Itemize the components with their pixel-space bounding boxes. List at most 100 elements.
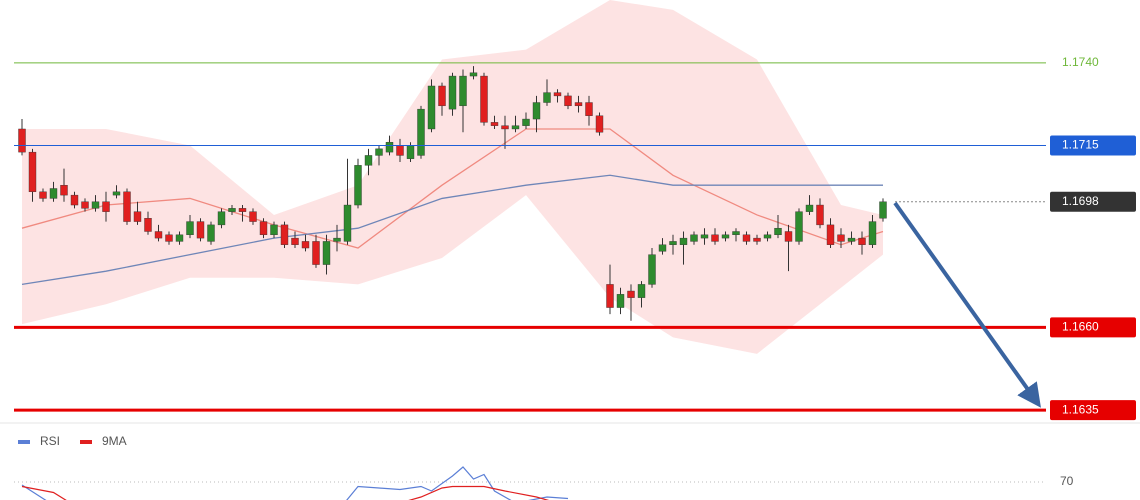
candle-body <box>417 108 425 156</box>
candle-body <box>816 204 824 226</box>
candle-body <box>354 165 362 206</box>
candle-body <box>564 95 572 107</box>
candle-body <box>679 237 688 245</box>
candle-body <box>438 85 446 107</box>
candle-body <box>375 148 383 156</box>
candle-body <box>501 125 509 130</box>
candle-body <box>669 241 677 245</box>
candle-body <box>627 290 635 298</box>
legend-label: RSI <box>40 434 60 448</box>
candle-body <box>784 231 793 242</box>
level-label-box <box>1050 135 1136 156</box>
level-label: 1.1660 <box>1062 320 1099 334</box>
candle-body <box>700 234 709 239</box>
candle-body <box>858 237 866 245</box>
candle-body <box>658 244 667 252</box>
rsi-panel: 70 RSI 9MA <box>14 434 1074 500</box>
candle-body <box>154 231 163 239</box>
candle-body <box>868 221 877 245</box>
candle-body <box>39 191 47 199</box>
candle-body <box>165 234 173 242</box>
rsi-lines <box>21 466 569 500</box>
legend-swatch <box>80 440 92 444</box>
candle-body <box>81 201 89 209</box>
legend-label: 9MA <box>102 434 127 448</box>
moving-average <box>21 174 883 286</box>
candle-body <box>721 234 730 239</box>
candle-body <box>763 234 772 239</box>
candle-body <box>91 201 100 209</box>
candle-body <box>616 294 625 308</box>
candle-body <box>574 102 583 107</box>
candle-body <box>259 221 268 236</box>
forecast-arrow <box>893 201 1041 408</box>
candle-body <box>522 118 530 126</box>
candle-body <box>469 72 478 77</box>
candle-body <box>532 102 541 120</box>
level-label-box <box>1050 317 1136 338</box>
candle-body <box>28 151 37 193</box>
candle-body <box>543 92 551 103</box>
bollinger-band <box>22 0 883 354</box>
level-label: 1.1635 <box>1062 402 1099 416</box>
y-tick-label: 70 <box>1060 474 1074 488</box>
candle-body <box>217 211 226 226</box>
candle-body <box>144 218 152 232</box>
candle-body <box>396 145 404 156</box>
candle-body <box>406 145 415 159</box>
candle-body <box>60 184 68 196</box>
candle-body <box>595 115 604 133</box>
candle-body <box>102 201 110 212</box>
indicator-line <box>21 485 550 500</box>
candle-body <box>186 221 194 236</box>
indicator-line <box>21 466 569 500</box>
candle-body <box>553 92 562 97</box>
candle-body <box>805 204 814 212</box>
candle-body <box>879 201 887 219</box>
candle-body <box>826 224 835 245</box>
candle-body <box>637 284 646 298</box>
candle-body <box>301 241 310 249</box>
candle-body <box>648 254 656 285</box>
candle-body <box>291 237 299 245</box>
candle-body <box>112 191 121 196</box>
candle-body <box>480 75 488 123</box>
candle-body <box>312 241 320 265</box>
candle-body <box>711 234 719 242</box>
candle-body <box>270 224 278 236</box>
candle-body <box>847 237 856 242</box>
candle-body <box>196 221 205 239</box>
candle-body <box>49 188 58 199</box>
candle-body <box>742 234 751 242</box>
candle-body <box>175 234 184 242</box>
candle-body <box>280 224 289 245</box>
candle-body <box>133 211 142 222</box>
candle-body <box>690 234 698 242</box>
level-label: 1.1715 <box>1062 138 1099 152</box>
candle-body <box>249 211 257 222</box>
level-label-box <box>1050 400 1136 421</box>
candle-body <box>333 237 341 242</box>
candle-body <box>774 227 782 236</box>
candle-body <box>364 155 373 166</box>
candle-body <box>459 75 467 107</box>
level-label: 1.1740 <box>1062 55 1099 69</box>
level-label-box <box>1050 191 1136 212</box>
candle-body <box>427 85 436 130</box>
level-label: 1.1698 <box>1062 194 1099 208</box>
candle-body <box>837 234 845 242</box>
candle-body <box>207 224 215 242</box>
price-panel <box>18 0 887 354</box>
candle-body <box>70 194 79 206</box>
level-label: 1.1760 <box>1062 0 1099 3</box>
candle-body <box>753 237 761 242</box>
candle-body <box>732 231 740 236</box>
candle-body <box>238 208 247 212</box>
candle-body <box>385 142 394 153</box>
moving-average <box>21 128 884 249</box>
candle-body <box>228 208 236 212</box>
candle-body <box>606 284 614 308</box>
legend-swatch <box>18 440 30 444</box>
candle-body <box>18 128 26 153</box>
